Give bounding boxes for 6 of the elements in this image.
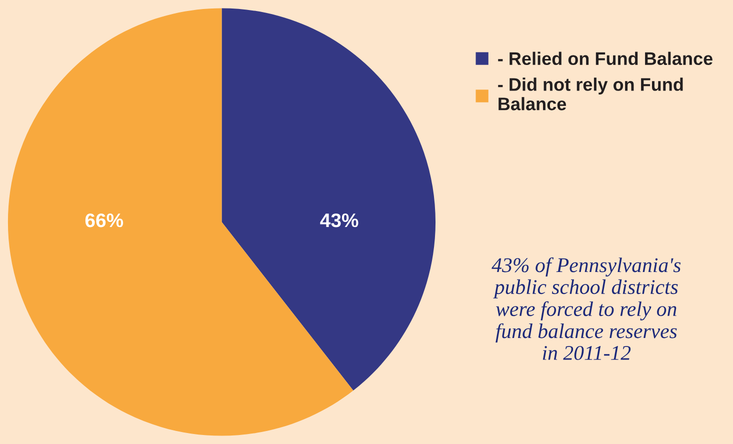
- data-label: 66%: [85, 213, 124, 228]
- text: 43% of Pennsylvania's public school districts were forced to rely on fund balance reserves in 2011-12: [492, 257, 681, 360]
- data-label: 43%: [320, 213, 358, 228]
- pie-slice: [222, 8, 436, 391]
- legend-label: - Did not rely on Fund Balance: [498, 78, 683, 110]
- legend-label: - Relied on Fund Balance: [498, 52, 712, 66]
